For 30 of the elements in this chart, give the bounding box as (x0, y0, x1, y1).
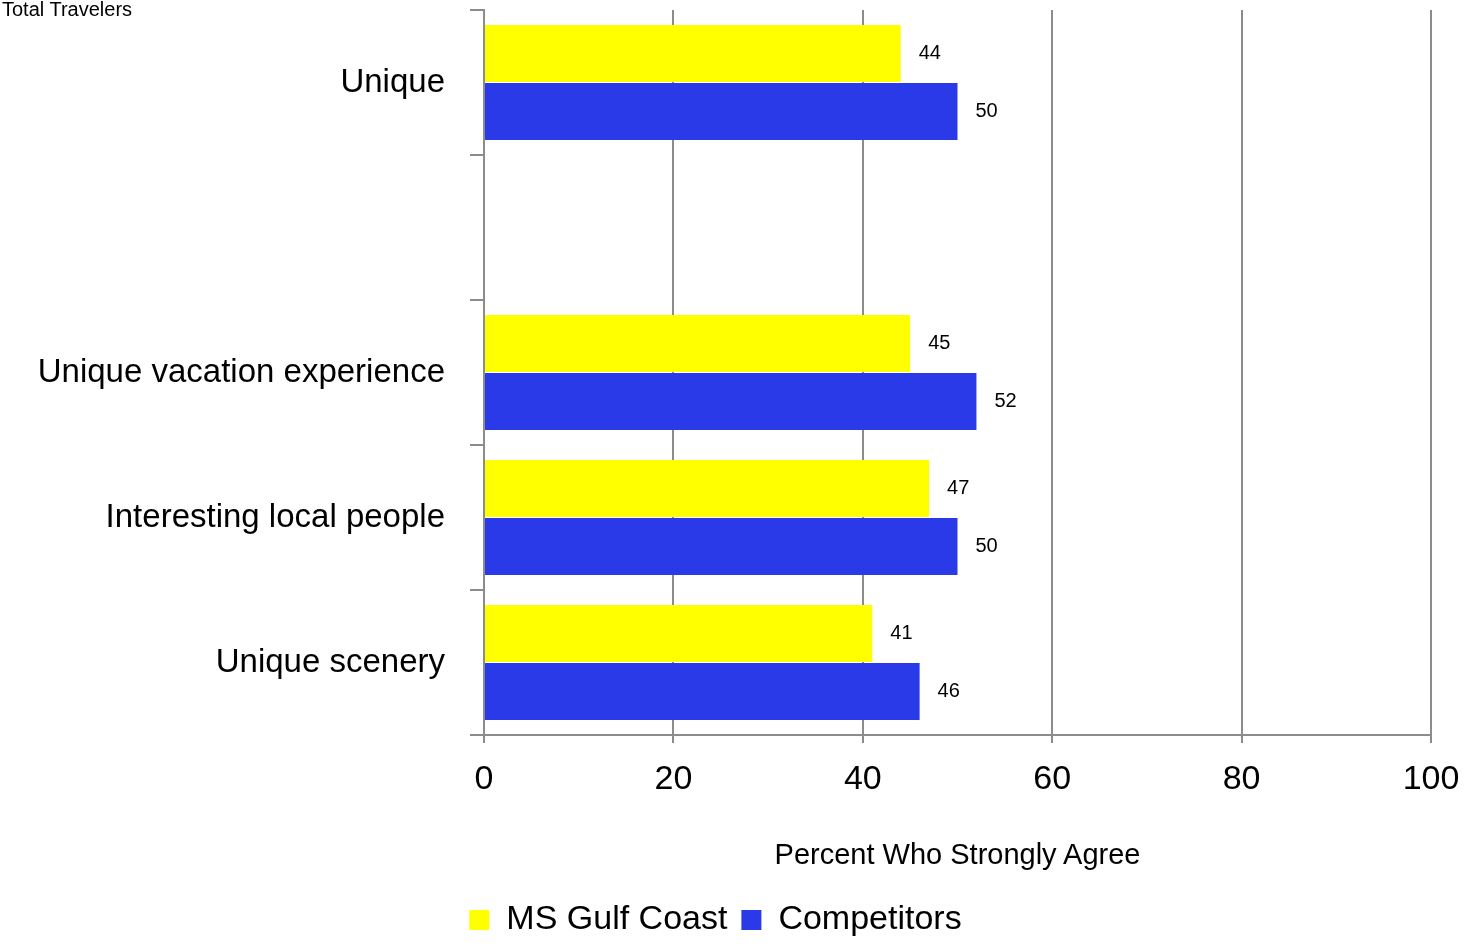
legend-label: MS Gulf Coast (506, 898, 728, 937)
text: Total Travelers (2, 0, 133, 21)
data-label: 45 (928, 331, 951, 354)
y-tick-label: Unique scenery (215, 641, 446, 679)
x-tick-label: 20 (654, 757, 693, 796)
data-label: 46 (937, 679, 960, 702)
data-label: 50 (975, 534, 998, 557)
legend-label: Competitors (778, 898, 962, 937)
bar (485, 518, 958, 575)
bar (485, 315, 911, 372)
x-tick-label: 60 (1033, 757, 1072, 796)
bar (485, 460, 930, 517)
y-tick-label: Unique (340, 61, 445, 99)
data-label: 52 (994, 389, 1017, 412)
x-tick-label: 0 (474, 757, 494, 796)
bar (485, 25, 901, 82)
data-label: 47 (947, 476, 970, 499)
y-tick-label: Unique vacation experience (37, 351, 445, 389)
x-tick-label: 40 (843, 757, 882, 796)
data-label: 41 (890, 621, 913, 644)
x-tick-label: 80 (1222, 757, 1261, 796)
bar (485, 373, 977, 430)
x-tick-label: 100 (1402, 757, 1460, 796)
x-axis-title: Percent Who Strongly Agree (774, 837, 1141, 870)
y-tick-label: Interesting local people (105, 496, 445, 534)
bar (485, 663, 920, 720)
data-label: 44 (918, 41, 941, 64)
data-label: 50 (975, 99, 998, 122)
bar (485, 83, 958, 140)
bar (485, 605, 873, 662)
